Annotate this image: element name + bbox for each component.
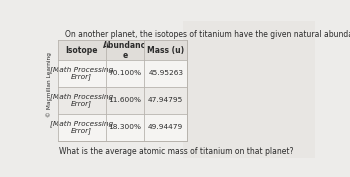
FancyBboxPatch shape <box>183 21 315 158</box>
Text: 47.94795: 47.94795 <box>148 97 183 103</box>
Text: © Macmillan Learning: © Macmillan Learning <box>46 52 52 117</box>
Text: Mass (u): Mass (u) <box>147 46 184 55</box>
Text: Abundanc
e: Abundanc e <box>103 41 147 60</box>
Text: Isotope: Isotope <box>65 46 98 55</box>
FancyBboxPatch shape <box>58 41 187 141</box>
Text: [Math Processing
Error]: [Math Processing Error] <box>50 93 113 107</box>
Text: On another planet, the isotopes of titanium have the given natural abundances.: On another planet, the isotopes of titan… <box>65 30 350 39</box>
Text: 70.100%: 70.100% <box>108 70 141 76</box>
FancyBboxPatch shape <box>58 41 187 60</box>
Text: 45.95263: 45.95263 <box>148 70 183 76</box>
FancyBboxPatch shape <box>58 60 187 87</box>
Text: 18.300%: 18.300% <box>108 124 141 130</box>
Text: 49.94479: 49.94479 <box>148 124 183 130</box>
Text: 11.600%: 11.600% <box>108 97 141 103</box>
Text: What is the average atomic mass of titanium on that planet?: What is the average atomic mass of titan… <box>59 147 294 156</box>
Text: [Math Processing
Error]: [Math Processing Error] <box>50 120 113 134</box>
FancyBboxPatch shape <box>58 114 187 141</box>
Text: [Math Processing
Error]: [Math Processing Error] <box>50 66 113 81</box>
FancyBboxPatch shape <box>58 87 187 114</box>
